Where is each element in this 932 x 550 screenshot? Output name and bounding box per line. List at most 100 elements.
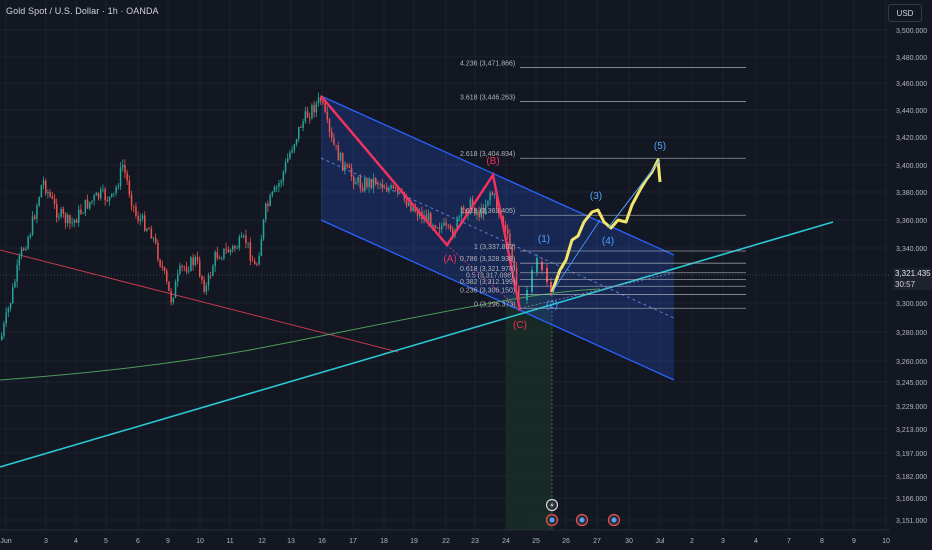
corrective-wave-label: (A): [443, 254, 456, 265]
candle-body: [249, 242, 252, 261]
candle-body: [262, 219, 265, 239]
candle-body: [278, 183, 280, 187]
candle-body: [170, 290, 172, 303]
candle-body: [247, 242, 249, 244]
candle-body: [141, 215, 144, 219]
time-tick-label: 19: [410, 538, 418, 545]
candle-body: [89, 202, 91, 209]
candle-body: [493, 194, 496, 196]
time-tick-label: 9: [852, 538, 856, 545]
candle-body: [192, 257, 194, 265]
candle-body: [9, 303, 12, 309]
candle-body: [60, 208, 62, 217]
candle-body: [350, 167, 353, 177]
candle-body: [58, 216, 60, 218]
candle-body: [346, 164, 348, 167]
candle-body: [410, 203, 412, 211]
candle-body: [95, 192, 98, 196]
price-tick-label: 3,360.000: [896, 218, 927, 225]
candle-body: [29, 234, 32, 238]
price-tick-label: 3,460.000: [896, 81, 927, 88]
candle-body: [12, 287, 14, 304]
current-price-tag: 3,321.435 30:57: [893, 268, 932, 290]
time-axis: Jun 3 4 5 6 9 10 11 12 13 16 17 18 19 22 23 24 25 26 27 30 Ju…: [0, 529, 932, 550]
candle-body: [487, 200, 489, 205]
candle-body: [392, 185, 395, 189]
candle-body: [128, 180, 131, 195]
candle-body: [320, 97, 322, 102]
candle-body: [155, 237, 157, 243]
candle-body: [190, 257, 192, 271]
projected-impulse-path: [550, 158, 662, 293]
impulse-wave-label: (3): [590, 191, 602, 202]
candle-body: [163, 267, 166, 271]
candle-body: [23, 248, 25, 250]
candle-body: [254, 261, 256, 265]
candle-body: [436, 227, 439, 229]
currency-button[interactable]: USD: [888, 4, 922, 22]
impulse-wave-label: (4): [602, 236, 614, 247]
fib-label: 1 (3,337.802): [474, 244, 516, 251]
time-tick-label: 23: [471, 538, 479, 545]
candle-body: [122, 164, 124, 168]
channel-mid-line: [320, 157, 675, 319]
candle-body: [45, 180, 47, 194]
candle-body: [412, 207, 414, 211]
fib-label: 0.236 (3,306.150): [460, 288, 515, 295]
candle-body: [284, 162, 287, 172]
candle-body: [526, 290, 528, 300]
time-tick-label: 12: [258, 538, 266, 545]
candle-body: [339, 152, 342, 161]
candle-body: [379, 183, 381, 185]
candle-body: [174, 281, 177, 298]
candle-body: [377, 183, 379, 185]
candle-body: [157, 242, 159, 260]
time-tick-label: 18: [380, 538, 388, 545]
candle-body: [97, 192, 100, 199]
candle-body: [100, 189, 102, 199]
candle-body: [485, 204, 487, 215]
candle-body: [27, 237, 29, 249]
time-tick-label: 4: [754, 538, 758, 545]
candle-body: [207, 274, 210, 286]
candle-body: [203, 279, 205, 292]
impulse-wave-label: (2): [546, 300, 558, 311]
candle-body: [370, 178, 373, 188]
candle-body: [480, 207, 483, 218]
impulse-wave-label: (1): [538, 234, 550, 245]
candle-body: [126, 172, 128, 181]
candle-body: [474, 207, 476, 215]
time-tick-label: 4: [74, 538, 78, 545]
candle-body: [225, 248, 227, 250]
candle-body: [366, 179, 368, 188]
candle-body: [34, 216, 36, 219]
price-tick-label: 3,245.000: [896, 380, 927, 387]
candle-body: [458, 216, 461, 218]
current-price: 3,321.435: [895, 269, 931, 278]
candle-body: [40, 185, 43, 198]
price-tick-label: 3,166.000: [896, 496, 927, 503]
time-tick-label: 25: [532, 538, 540, 545]
candle-body: [227, 249, 230, 253]
candle-body: [20, 248, 23, 256]
price-tick-label: 3,420.000: [896, 135, 927, 142]
candle-body: [471, 199, 474, 208]
channel-upper-line: [320, 95, 675, 256]
candle-body: [75, 219, 78, 223]
candle-body: [518, 285, 520, 307]
candle-body: [333, 138, 335, 145]
flag-icon: [549, 517, 555, 523]
candle-body: [456, 216, 458, 231]
candle-body: [168, 281, 170, 291]
candle-body: [42, 180, 45, 186]
candle-body: [427, 213, 430, 221]
time-tick-label: Jul: [656, 538, 665, 545]
candle-body: [430, 213, 432, 227]
candle-body: [67, 215, 69, 224]
candle-body: [353, 176, 355, 185]
candle-body: [359, 177, 362, 189]
candle-body: [212, 266, 214, 276]
candle-body: [53, 198, 56, 205]
candle-body: [388, 188, 390, 192]
